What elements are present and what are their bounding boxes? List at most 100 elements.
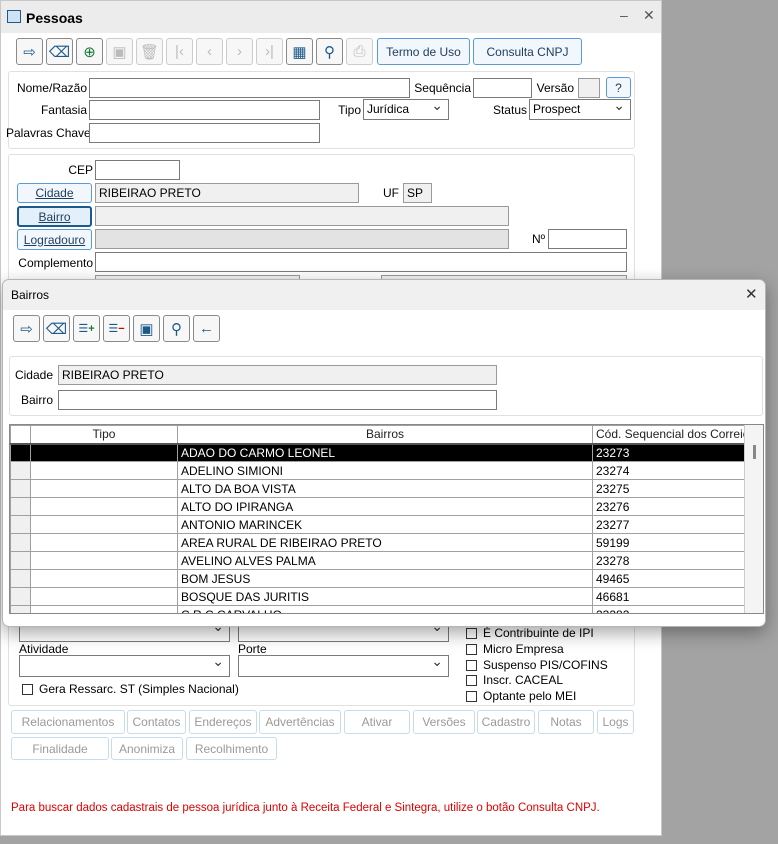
finalidade-button[interactable]: Finalidade	[11, 737, 109, 760]
row-selector[interactable]	[10, 569, 31, 588]
minimize-button[interactable]: –	[620, 7, 628, 23]
grid-icon[interactable]: ▦	[286, 38, 313, 65]
table-row[interactable]: ADAO DO CARMO LEONEL 23273	[10, 443, 745, 462]
nome-label: Nome/Razão	[16, 81, 87, 95]
table-row[interactable]: ANTONIO MARINCEK 23277	[10, 515, 745, 534]
save-icon[interactable]: ▣	[106, 38, 133, 65]
optante-mei-checkbox[interactable]: Optante pelo MEI	[466, 689, 576, 703]
anonimiza-button[interactable]: Anonimiza	[111, 737, 183, 760]
next-icon[interactable]: ›	[226, 38, 253, 65]
relacionamentos-button[interactable]: Relacionamentos	[11, 710, 125, 734]
contatos-button[interactable]: Contatos	[127, 710, 186, 734]
dialog-close-button[interactable]: ✕	[745, 286, 758, 303]
eraser-icon[interactable]: ⌫	[43, 315, 70, 342]
atividade-select[interactable]	[19, 655, 230, 677]
bairro-button[interactable]: Bairro	[17, 206, 92, 227]
eraser-icon[interactable]: ⌫	[46, 38, 73, 65]
column-header-tipo[interactable]: Tipo	[30, 425, 178, 444]
first-icon[interactable]: |‹	[166, 38, 193, 65]
fantasia-input[interactable]	[89, 100, 320, 120]
notas-button[interactable]: Notas	[538, 710, 594, 734]
last-icon[interactable]: ›|	[256, 38, 283, 65]
micro-empresa-checkbox[interactable]: Micro Empresa	[466, 642, 564, 656]
search-icon[interactable]: ⚲	[163, 315, 190, 342]
close-button[interactable]: ✕	[643, 7, 655, 23]
column-header-bairros[interactable]: Bairros	[177, 425, 593, 444]
remove-row-icon[interactable]: ☰ −	[103, 315, 130, 342]
help-button[interactable]: ?	[606, 77, 631, 98]
add-row-icon[interactable]: ☰ +	[73, 315, 100, 342]
row-selector[interactable]	[10, 515, 31, 534]
row-selector[interactable]	[10, 605, 31, 613]
cadastro-button[interactable]: Cadastro	[477, 710, 535, 734]
vertical-scrollbar[interactable]	[744, 425, 763, 613]
back-arrow-icon[interactable]: ←	[193, 315, 220, 342]
search-icon[interactable]: ⚲	[316, 38, 343, 65]
porte-select[interactable]	[238, 655, 449, 677]
cell-codigo: 23278	[592, 551, 745, 570]
gera-ressarc-checkbox[interactable]: Gera Ressarc. ST (Simples Nacional)	[22, 682, 239, 696]
print-icon[interactable]: ⎙	[346, 38, 373, 65]
footer-note: Para buscar dados cadastrais de pessoa j…	[11, 802, 600, 814]
checkbox-label: Micro Empresa	[483, 642, 564, 656]
table-row[interactable]: ALTO DA BOA VISTA 23275	[10, 479, 745, 498]
add-icon[interactable]: ⊕	[76, 38, 103, 65]
table-row[interactable]: BOSQUE DAS JURITIS 46681	[10, 587, 745, 606]
dialog-title: Bairros	[11, 288, 50, 302]
row-selector[interactable]	[10, 461, 31, 480]
scrollbar-thumb[interactable]	[753, 445, 756, 459]
prev-icon[interactable]: ‹	[196, 38, 223, 65]
termo-de-uso-button[interactable]: Termo de Uso	[377, 38, 470, 65]
table-row[interactable]: AVELINO ALVES PALMA 23278	[10, 551, 745, 570]
uf-label: UF	[383, 186, 399, 200]
logs-button[interactable]: Logs	[597, 710, 634, 734]
cell-codigo: 23277	[592, 515, 745, 534]
porte-label: Porte	[238, 642, 267, 656]
table-row[interactable]: C R C CARVALHO 23282	[10, 605, 745, 613]
tipo-select[interactable]: Jurídica	[363, 99, 449, 120]
status-select[interactable]: Prospect	[529, 99, 631, 120]
contribuinte-ipi-checkbox[interactable]: É Contribuinte de IPI	[466, 626, 594, 640]
palavras-chave-input[interactable]	[89, 123, 320, 143]
recolhimento-button[interactable]: Recolhimento	[186, 737, 277, 760]
checkbox-label: Optante pelo MEI	[483, 689, 577, 703]
bairro-input[interactable]	[58, 390, 497, 410]
table-row[interactable]: ALTO DO IPIRANGA 23276	[10, 497, 745, 516]
cep-input[interactable]	[95, 160, 180, 180]
row-selector[interactable]	[10, 443, 31, 462]
row-selector[interactable]	[10, 497, 31, 516]
delete-icon[interactable]: 🗑	[136, 38, 163, 65]
enderecos-button[interactable]: Endereços	[189, 710, 257, 734]
row-selector[interactable]	[10, 479, 31, 498]
palavras-chave-label: Palavras Chave	[6, 126, 91, 140]
status-label: Status	[492, 103, 527, 117]
numero-input[interactable]	[548, 229, 627, 249]
suspenso-pis-cofins-checkbox[interactable]: Suspenso PIS/COFINS	[466, 658, 608, 672]
cell-tipo	[30, 515, 178, 534]
table-row[interactable]: BOM JESUS 49465	[10, 569, 745, 588]
versoes-button[interactable]: Versões	[413, 710, 475, 734]
exit-icon[interactable]: ⇨	[13, 315, 40, 342]
consulta-cnpj-button[interactable]: Consulta CNPJ	[473, 38, 582, 65]
row-selector[interactable]	[10, 551, 31, 570]
nome-input[interactable]	[89, 78, 410, 98]
cell-codigo: 23282	[592, 605, 745, 613]
cell-tipo	[30, 587, 178, 606]
logradouro-button[interactable]: Logradouro	[17, 229, 92, 250]
table-row[interactable]: AREA RURAL DE RIBEIRAO PRETO 59199	[10, 533, 745, 552]
complemento-label: Complemento	[18, 256, 93, 270]
save-icon[interactable]: ▣	[133, 315, 160, 342]
sequencia-input[interactable]	[473, 78, 532, 98]
column-header-codigo[interactable]: Cód. Sequencial dos Correios	[592, 425, 745, 444]
exit-icon[interactable]: ⇨	[16, 38, 43, 65]
row-selector[interactable]	[10, 587, 31, 606]
ativar-button[interactable]: Ativar	[344, 710, 410, 734]
complemento-input[interactable]	[95, 252, 627, 272]
advertencias-button[interactable]: Advertências	[259, 710, 341, 734]
cidade-button[interactable]: Cidade	[17, 183, 92, 203]
row-selector[interactable]	[10, 533, 31, 552]
table-row[interactable]: ADELINO SIMIONI 23274	[10, 461, 745, 480]
inscr-caceal-checkbox[interactable]: Inscr. CACEAL	[466, 673, 563, 687]
cell-bairro: BOSQUE DAS JURITIS	[177, 587, 593, 606]
cell-codigo: 23275	[592, 479, 745, 498]
